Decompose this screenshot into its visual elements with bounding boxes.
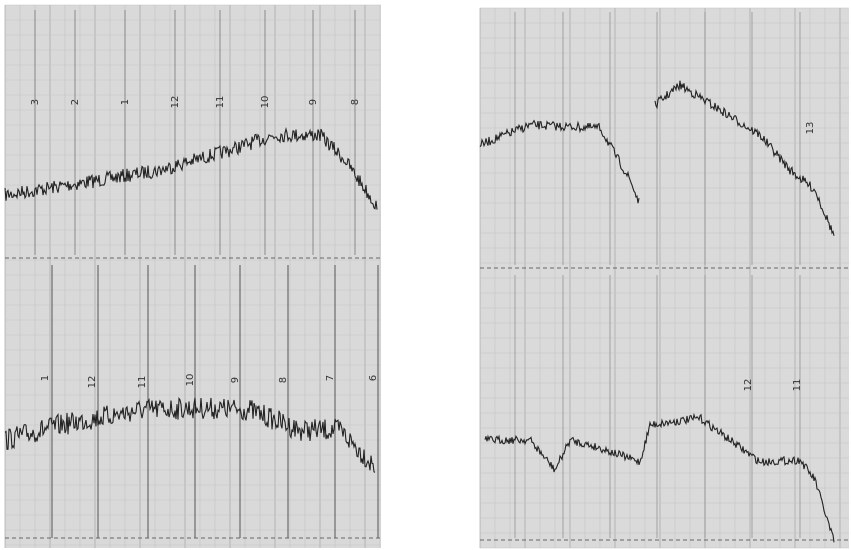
hour-label: 9	[230, 377, 241, 383]
hour-label: 8	[350, 99, 361, 105]
hour-label: 9	[308, 99, 319, 105]
hour-label: 11	[137, 376, 148, 389]
hour-label: 12	[170, 96, 181, 109]
hour-label: 10	[260, 96, 271, 109]
hour-label: 6	[368, 375, 379, 381]
hour-label: 13	[805, 122, 816, 135]
hour-label: 11	[215, 96, 226, 109]
hour-label: 8	[278, 377, 289, 383]
hour-label: 7	[325, 375, 336, 381]
traces	[4, 80, 835, 543]
hour-label: 10	[185, 374, 196, 387]
hour-label: 3	[30, 99, 41, 105]
hour-label: 2	[70, 99, 81, 105]
hour-label: 11	[792, 379, 803, 392]
recording-sheet-left	[5, 5, 381, 548]
trace	[4, 126, 378, 210]
hour-label: 12	[743, 379, 754, 392]
hour-label: 1	[40, 375, 51, 381]
labels: 3 2 1 12 11 10 9 8 1 12 11 10 9 8 7 6 13 12 11	[30, 96, 816, 392]
trace	[4, 396, 376, 473]
trace	[484, 412, 835, 543]
trace	[479, 80, 835, 236]
hour-label: 12	[87, 376, 98, 389]
grid	[4, 4, 849, 549]
hour-label: 1	[120, 99, 131, 105]
